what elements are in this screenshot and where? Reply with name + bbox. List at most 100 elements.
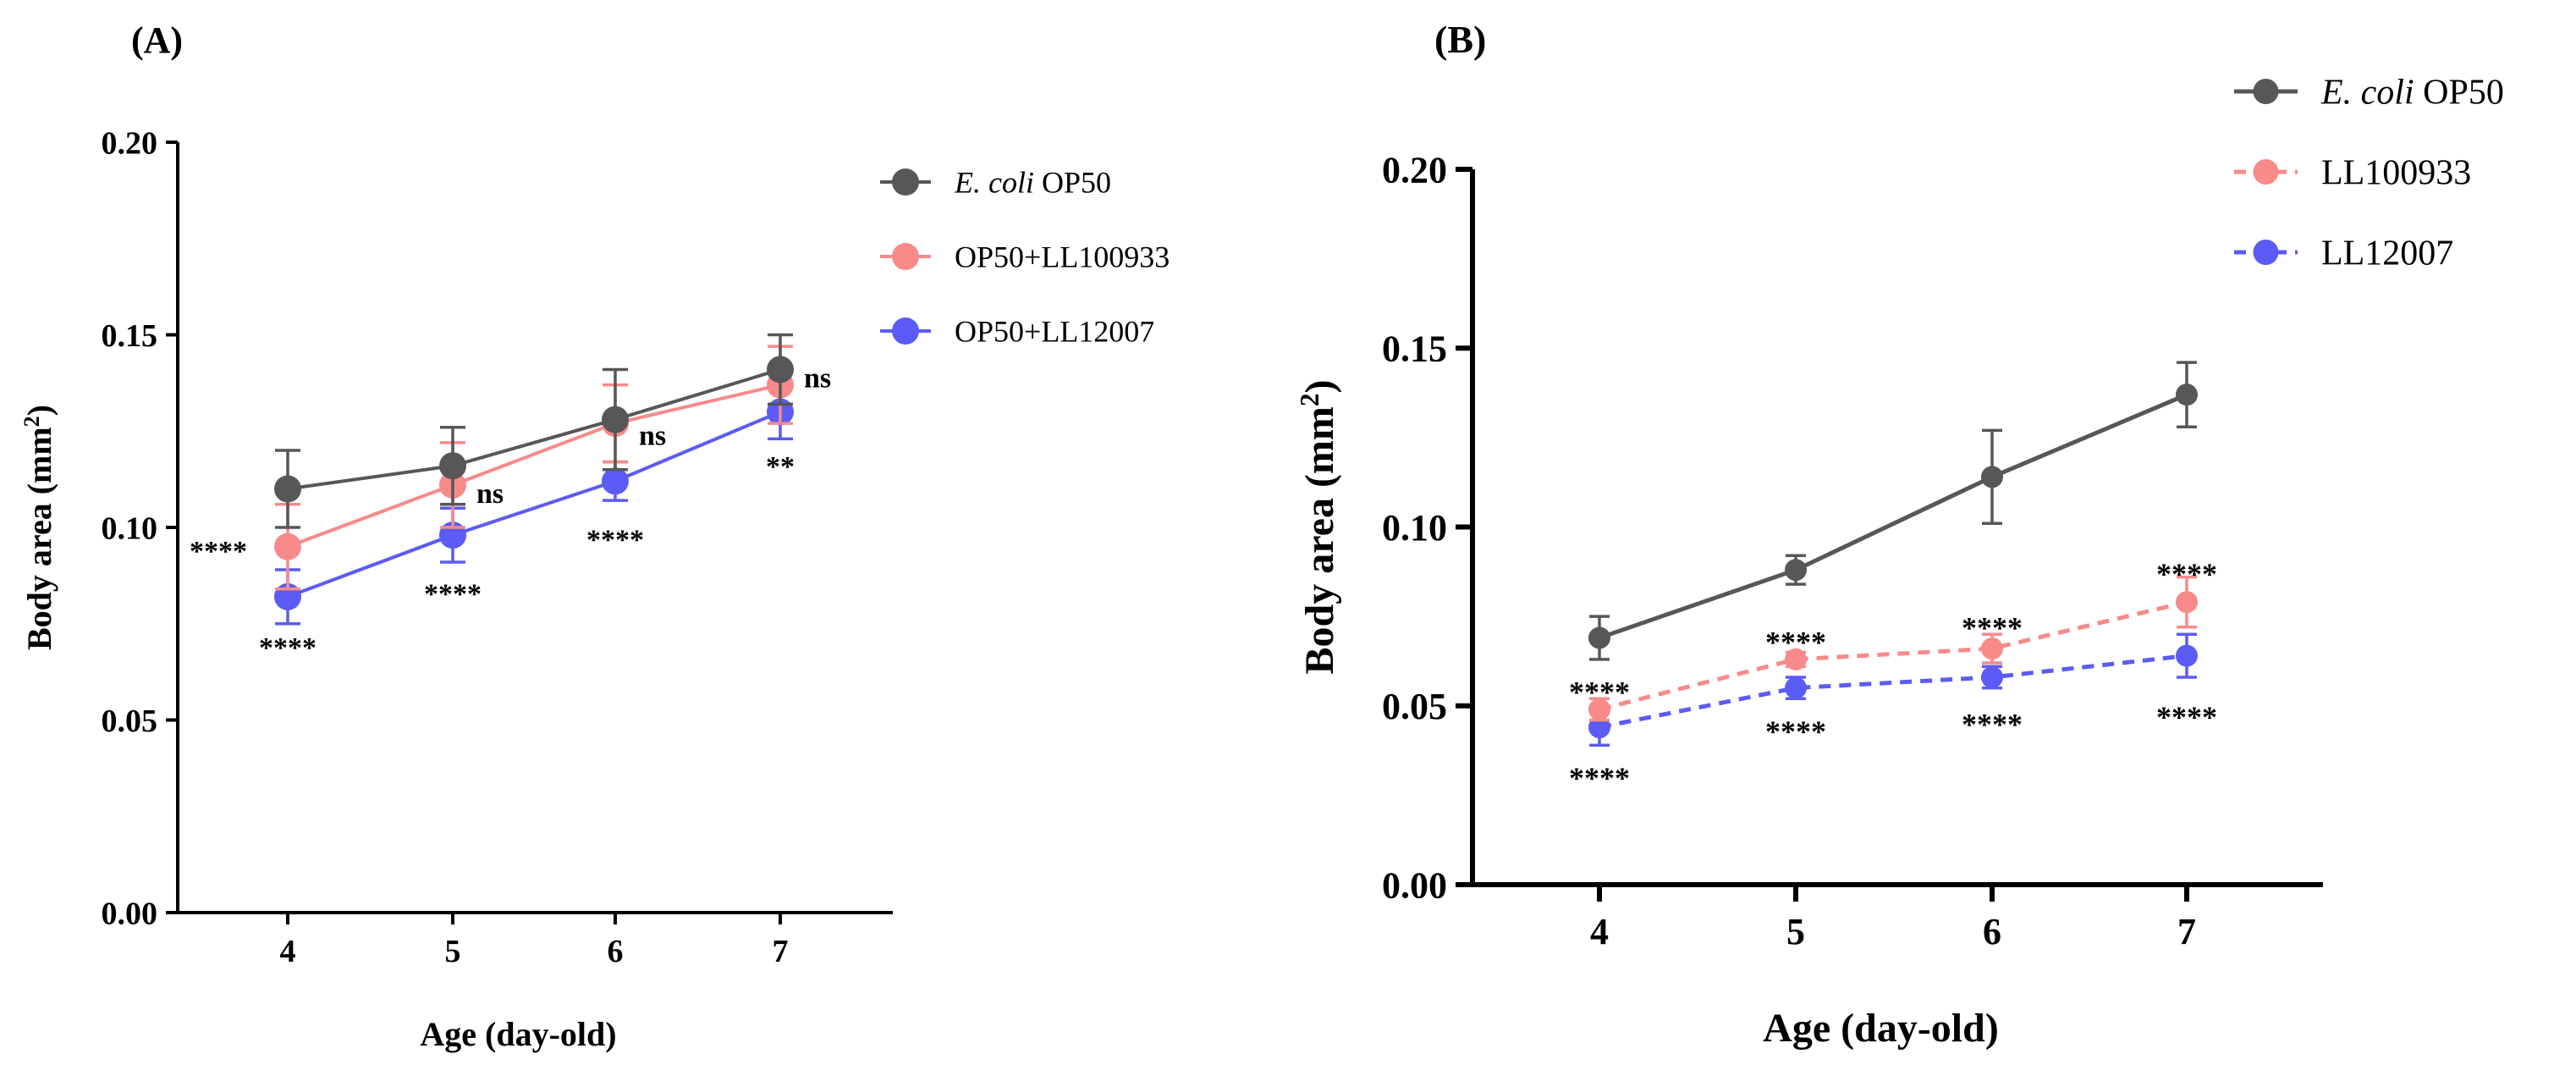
y-tick-label: 0.15	[102, 318, 158, 354]
significance-label: ****	[1569, 675, 1630, 709]
legend-label: E. coli OP50	[954, 166, 1111, 200]
data-point	[274, 532, 301, 560]
x-axis-title: Age (day-old)	[1763, 1006, 1999, 1051]
legend-label: OP50+LL12007	[955, 315, 1154, 349]
series-0	[1588, 361, 2198, 661]
data-point	[1785, 676, 1807, 699]
data-point	[1588, 698, 1610, 720]
y-tick-label: 0.05	[102, 704, 158, 739]
significance-label: ns	[476, 478, 504, 510]
panel-label: (B)	[1434, 18, 1486, 61]
data-point	[602, 467, 629, 495]
y-tick-label: 0.10	[102, 510, 158, 546]
significance-label: ****	[2156, 700, 2217, 734]
data-point	[2176, 383, 2198, 406]
panel-b: (B) 0.00 0.05 0.10 0.15 0.20 4 5 6 7 Age (day-old)…	[1295, 18, 2504, 1051]
legend-marker	[2253, 79, 2279, 104]
x-tick-label: 5	[445, 934, 461, 969]
data-point	[2176, 644, 2198, 667]
legend-label-text: OP50+LL12007	[955, 315, 1154, 349]
x-tick-label: 6	[1983, 911, 2001, 952]
y-tick-label: 0.20	[102, 125, 158, 161]
legend: E. coli OP50 LL100933 LL12007	[2234, 74, 2504, 273]
significance-label: **	[766, 451, 795, 483]
y-tick-label: 0.05	[1382, 686, 1447, 727]
y-tick-label: 0.10	[1382, 507, 1447, 549]
series-0	[274, 333, 794, 529]
y-axis-title: Body area (mm2)	[1295, 380, 1343, 675]
x-tick-label: 7	[2177, 911, 2196, 952]
x-tick-label: 4	[280, 934, 296, 969]
y-tick-label: 0.20	[1382, 149, 1447, 190]
legend-label: OP50+LL100933	[955, 240, 1170, 274]
significance-label: ns	[804, 362, 831, 394]
y-axis-title-main: Body area (mm	[1297, 406, 1342, 674]
legend: E. coli OP50 OP50+LL100933 OP50+LL12007	[880, 166, 1170, 349]
x-axis-title: Age (day-old)	[420, 1015, 616, 1053]
legend-label-text: OP50+LL100933	[955, 240, 1170, 274]
legend-label: LL100933	[2321, 154, 2471, 193]
y-axis-title-superscript: 2	[19, 416, 44, 427]
legend-label-italic: E. coli	[954, 166, 1034, 200]
y-tick-label: 0.15	[1382, 328, 1447, 370]
legend-marker	[892, 243, 919, 270]
x-tick-label: 6	[608, 934, 624, 969]
significance-label: ****	[1962, 707, 2023, 741]
y-axis-title-superscript: 2	[1295, 393, 1324, 406]
data-point	[1981, 665, 2003, 688]
y-tick-label: 0.00	[1382, 864, 1447, 906]
legend-label-text: OP50	[1034, 166, 1111, 200]
legend-label-text: LL100933	[2321, 154, 2471, 193]
significance-label: ****	[1765, 715, 1826, 748]
significance-label: ****	[2156, 557, 2217, 591]
y-axis-title-main: Body area (mm	[20, 427, 58, 650]
series-line	[1599, 599, 2188, 712]
data-point	[274, 475, 301, 503]
significance-label: ****	[424, 578, 482, 610]
series-line	[287, 410, 781, 599]
legend-label-italic: E. coli	[2320, 74, 2414, 113]
data-point	[2176, 591, 2198, 614]
series-line	[1599, 392, 2188, 640]
significance-label: ****	[190, 536, 247, 567]
significance-label: ****	[586, 525, 644, 556]
y-axis-title-close: )	[1297, 380, 1342, 394]
data-point	[1785, 559, 1807, 582]
legend-label-text: LL12007	[2321, 235, 2453, 273]
significance-label: ns	[639, 421, 666, 452]
panel-a: (A) 0.00 0.05 0.10 0.15 0.20 4 5 6 7 Age (day-old)…	[19, 19, 1170, 1053]
y-tick-label: 0.00	[102, 896, 158, 931]
data-point	[439, 452, 466, 480]
series-2	[274, 383, 794, 626]
y-axis-title: Body area (mm2)	[19, 405, 59, 650]
significance-label: ****	[1962, 610, 2023, 644]
series-line	[287, 383, 781, 549]
series-1	[1588, 575, 2198, 722]
significance-label: ****	[259, 632, 316, 664]
data-point	[1785, 648, 1807, 670]
data-point	[1588, 626, 1610, 649]
series-line	[287, 367, 781, 491]
data-point	[767, 356, 794, 383]
legend-label: E. coli OP50	[2320, 74, 2504, 113]
significance-label: ****	[1765, 625, 1826, 659]
series-1	[274, 345, 794, 591]
series-line	[1599, 654, 2188, 730]
series-2	[1588, 632, 2198, 747]
panel-label: (A)	[131, 19, 183, 61]
legend-label: LL12007	[2321, 235, 2453, 273]
legend-marker	[2253, 240, 2279, 265]
legend-label-text: OP50	[2414, 74, 2504, 113]
data-point	[1981, 466, 2003, 488]
legend-marker	[892, 168, 919, 196]
legend-marker	[892, 317, 919, 345]
x-tick-label: 4	[1590, 911, 1609, 952]
legend-marker	[2253, 159, 2279, 185]
significance-label: ****	[1569, 761, 1630, 795]
y-axis-title-close: )	[20, 405, 58, 416]
data-point	[602, 406, 629, 433]
x-tick-label: 5	[1786, 911, 1805, 952]
x-tick-label: 7	[773, 934, 789, 969]
data-point	[1588, 716, 1610, 739]
